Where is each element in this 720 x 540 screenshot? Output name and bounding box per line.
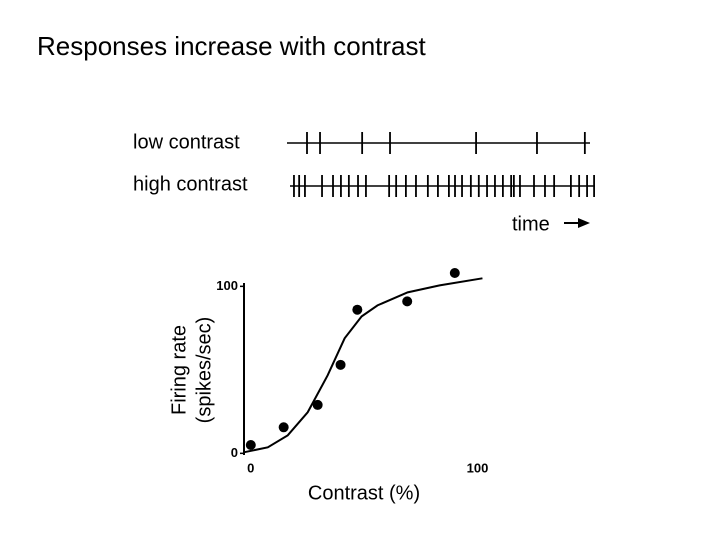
fit-line bbox=[243, 277, 483, 454]
y-tick-label: 100 bbox=[216, 278, 238, 293]
data-point bbox=[278, 422, 289, 433]
time-arrow bbox=[564, 218, 590, 228]
data-point bbox=[449, 267, 460, 278]
data-point bbox=[245, 439, 256, 450]
data-point bbox=[335, 359, 346, 370]
x-tick-label: 0 bbox=[247, 460, 254, 475]
train-label: low contrast bbox=[133, 131, 240, 153]
data-point bbox=[402, 296, 413, 307]
time-label: time bbox=[512, 213, 550, 235]
x-axis-label: Contrast (%) bbox=[308, 482, 420, 504]
x-tick-label: 100 bbox=[467, 460, 489, 475]
y-tick-label: 0 bbox=[231, 445, 238, 460]
data-point bbox=[352, 304, 363, 315]
y-axis-label: Firing rate bbox=[168, 325, 190, 415]
slide-title: Responses increase with contrast bbox=[37, 31, 427, 61]
data-point bbox=[312, 399, 323, 410]
train-label: high contrast bbox=[133, 173, 248, 195]
y-axis-label: (spikes/sec) bbox=[193, 317, 215, 424]
